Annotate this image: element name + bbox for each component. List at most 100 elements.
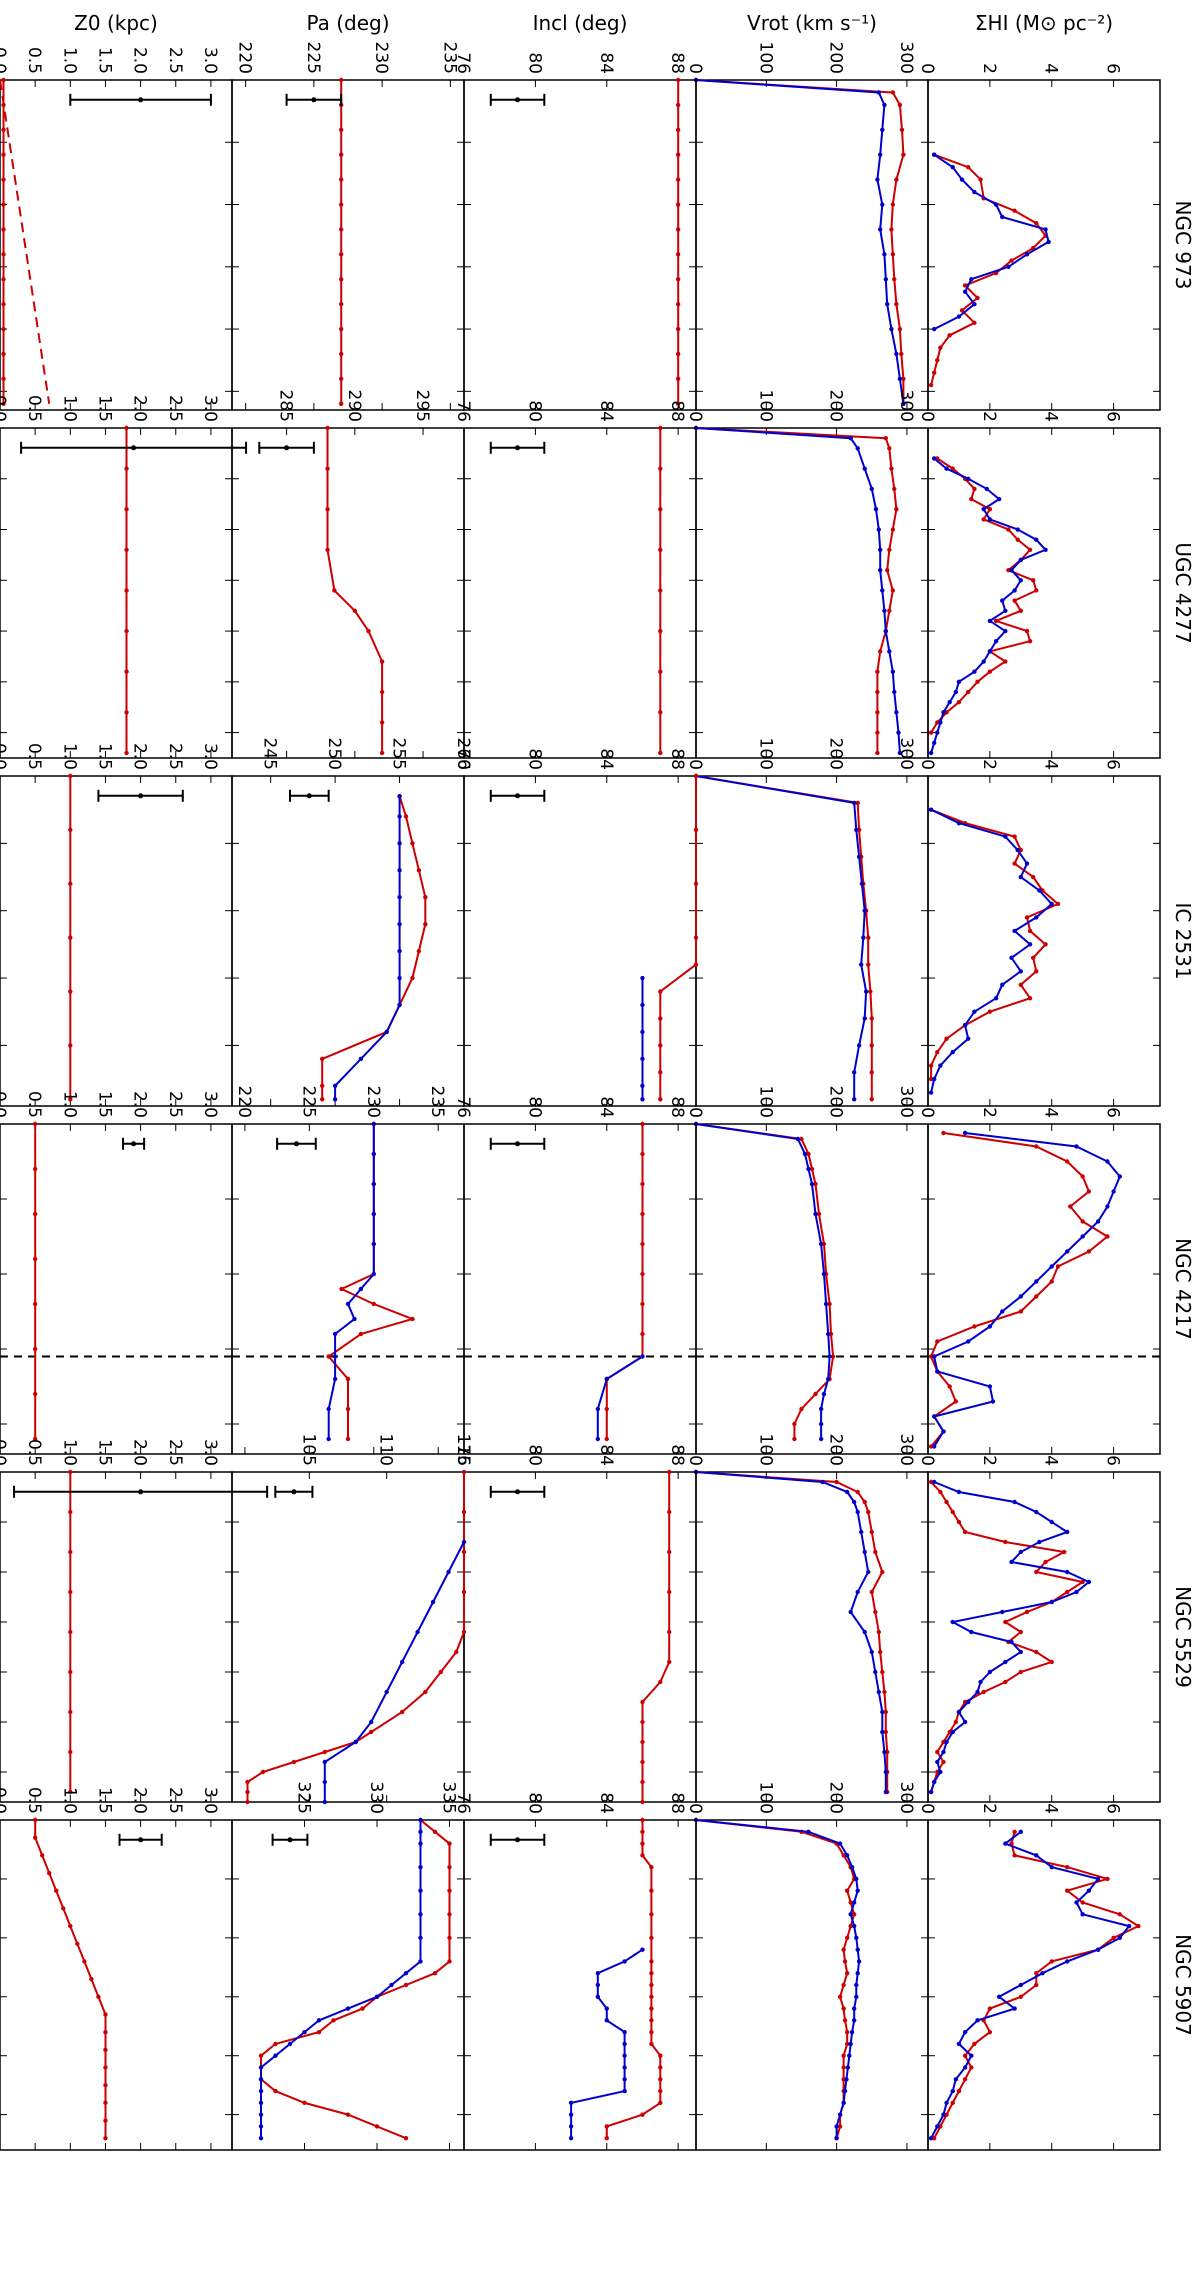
data-point [953,689,959,695]
error-bar-point [138,1837,144,1843]
data-point [124,466,129,471]
data-point [675,351,681,357]
data-point [397,975,402,981]
data-point [1080,1912,1085,1917]
y-tick-label: 0.0 [0,47,9,74]
data-point [397,921,402,927]
data-point [854,1876,859,1882]
data-point [987,1669,993,1675]
data-point [1,202,6,207]
data-point [848,2041,853,2047]
data-point [640,1699,645,1705]
data-point [1105,1204,1110,1209]
y-tick-label: 88 [667,1444,687,1466]
data-point [1,152,6,157]
y-tick-label: 6 [1103,1107,1123,1118]
y-tick-label: 2.0 [130,47,150,74]
data-point [975,679,980,685]
data-point [320,1097,325,1102]
data-point [447,1935,452,1941]
data-point [1018,982,1023,987]
data-point [1030,955,1036,961]
y-tick-label: 100 [755,1782,775,1814]
series-line-left [930,1132,1110,1448]
y-tick-label: 88 [667,400,687,422]
y-tick-label: 245 [260,738,280,770]
y-tick-label: 200 [826,1086,846,1118]
data-point [947,1384,952,1389]
galaxy-title: NGC 4217 [1171,1238,1195,1340]
y-tick-label: 3.0 [200,743,220,770]
data-point [1105,1159,1110,1164]
data-point [928,1479,934,1485]
data-point [1111,1935,1116,1941]
data-point [882,1689,887,1695]
y-tick-label: 1.5 [94,743,114,770]
data-point [883,277,889,282]
y-tick-label: 84 [596,748,616,770]
data-point [1015,537,1020,542]
data-point [837,1994,843,1999]
data-point [47,1870,52,1876]
data-point [397,948,402,954]
data-point [818,1421,824,1427]
y-tick-label: 1.5 [94,395,114,422]
data-point [1012,2006,1017,2011]
data-point [1012,1853,1017,1858]
y-tick-label: 2.0 [130,1091,150,1118]
data-point [640,1029,645,1035]
data-point [876,1689,881,1695]
error-bar-point [515,1141,521,1147]
y-tick-label: 0.0 [0,1439,9,1466]
data-point [855,1888,860,1893]
data-point [1015,847,1020,853]
data-point [851,1070,857,1075]
data-point [369,1719,374,1725]
y-tick-label: 76 [453,1792,473,1814]
panel-frame [0,775,233,1107]
data-point [332,1331,338,1337]
data-point [1,401,6,406]
data-point [1,227,6,232]
data-point [887,608,892,613]
series-line-right [930,1481,1091,1793]
data-point [124,547,129,553]
data-point [260,1769,266,1775]
data-point [640,1241,645,1247]
data-point [622,1959,627,1964]
data-point [675,326,681,332]
data-point [947,333,952,338]
data-point [316,2029,322,2035]
data-point [1027,942,1033,947]
data-point [972,189,977,195]
data-point [890,202,896,207]
data-point [675,227,681,232]
data-point [825,1331,831,1337]
series-line-right [334,796,401,1100]
panel-incl: 76 80 84 88 [453,400,697,759]
y-tick-label: 1.5 [94,47,114,74]
data-point [1009,258,1014,263]
data-point [972,320,977,326]
data-point [1003,1539,1008,1545]
data-point [1064,1159,1070,1164]
y-tick-label: 4 [1041,1455,1061,1466]
data-point [1018,578,1023,583]
data-point [389,1982,394,1988]
y-tick-label: 2.0 [130,1787,150,1814]
y-tick-label: 4 [1041,411,1061,422]
y-tick-label: 76 [453,748,473,770]
data-point [873,507,879,512]
data-point [882,608,887,613]
data-point [1136,1923,1141,1929]
data-point [1000,1609,1005,1615]
y-tick-label: 100 [755,42,775,74]
data-point [931,1076,937,1082]
y-tick-label: 1.0 [59,395,79,422]
panel-sigma: 0 2 4 6 [917,1455,1161,1803]
data-point [75,1941,80,1946]
data-point [931,740,937,745]
y-tick-label: 80 [524,1096,544,1118]
series-line-right [596,1355,644,1439]
data-point [899,127,905,133]
